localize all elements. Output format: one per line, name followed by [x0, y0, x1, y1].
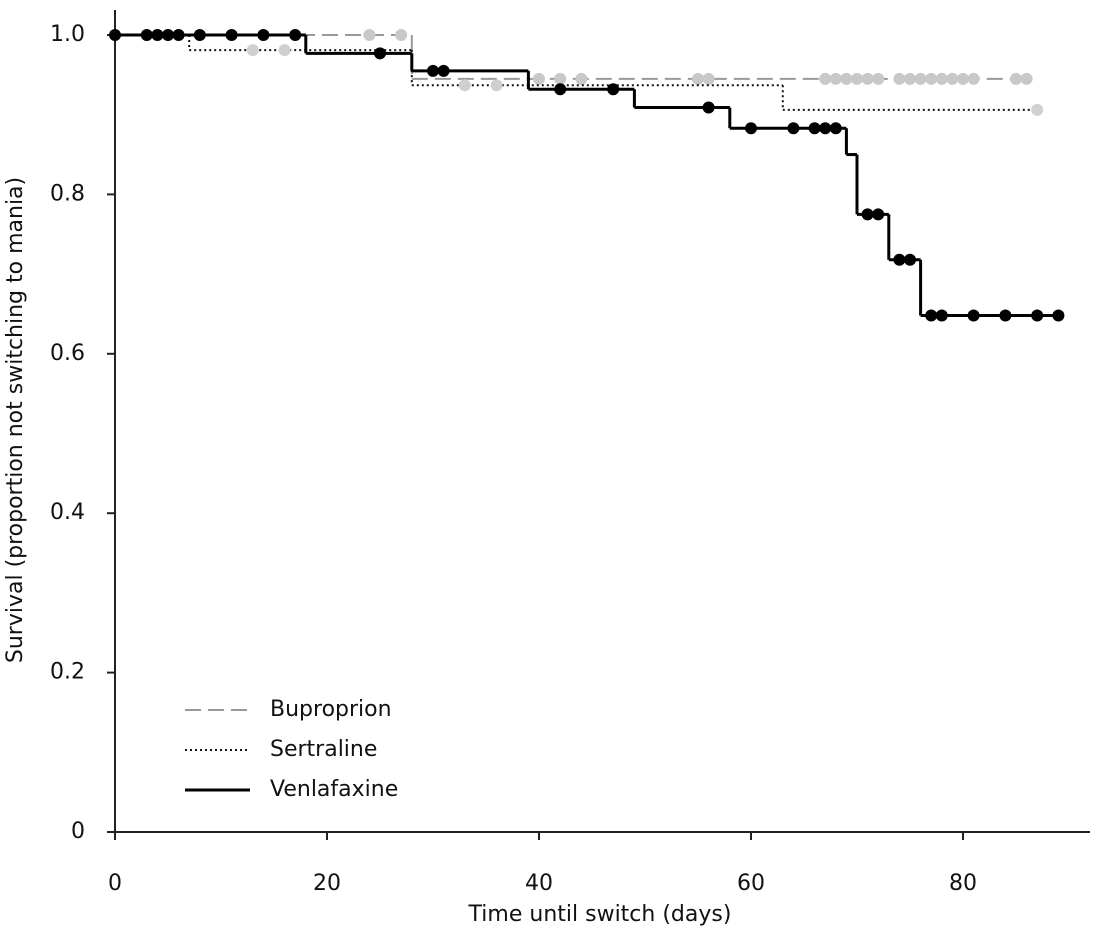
- legend-label: Buproprion: [270, 697, 392, 722]
- legend-label: Sertraline: [270, 737, 377, 762]
- censor-mark: [702, 72, 715, 85]
- censor-mark: [872, 72, 885, 85]
- censor-mark: [257, 29, 270, 41]
- censor-mark: [861, 208, 874, 221]
- censor-mark: [575, 72, 588, 85]
- censor-mark: [1052, 309, 1065, 322]
- censor-mark: [554, 72, 567, 85]
- censor-mark: [140, 29, 153, 41]
- censor-mark: [914, 72, 927, 85]
- censor-mark: [554, 83, 567, 96]
- censor-mark: [829, 122, 842, 135]
- censor-mark: [904, 72, 916, 85]
- censor-mark: [109, 29, 121, 41]
- y-tick-label: 0: [71, 819, 85, 844]
- censor-mark: [437, 64, 450, 77]
- censor-mark: [808, 122, 821, 135]
- y-axis-title: Survival (proportion not switching to ma…: [3, 177, 28, 663]
- censor-mark: [819, 72, 832, 85]
- censor-mark: [151, 29, 164, 41]
- censor-mark: [289, 29, 302, 41]
- censor-mark: [946, 72, 959, 85]
- x-tick-label: 80: [949, 871, 977, 896]
- censor-mark: [872, 208, 885, 221]
- censor-mark: [925, 72, 938, 85]
- x-axis-title: Time until switch (days): [468, 902, 732, 927]
- censor-mark: [1031, 103, 1044, 116]
- censor-mark: [893, 72, 906, 85]
- y-tick-label: 0.2: [50, 660, 85, 685]
- censor-mark: [490, 79, 503, 92]
- censor-mark: [893, 253, 906, 266]
- censor-mark: [458, 79, 471, 92]
- censor-mark: [840, 72, 853, 85]
- censor-mark: [957, 72, 969, 85]
- censor-mark: [162, 29, 174, 41]
- censor-mark: [246, 44, 259, 57]
- censor-mark: [533, 72, 545, 85]
- censor-mark: [967, 309, 980, 322]
- censor-mark: [935, 309, 948, 322]
- censor-mark: [787, 122, 800, 135]
- censor-mark: [745, 122, 757, 135]
- censor-mark: [607, 83, 620, 96]
- censor-mark: [925, 309, 938, 322]
- x-tick-label: 20: [313, 871, 341, 896]
- censor-mark: [172, 29, 185, 41]
- y-tick-label: 0.4: [50, 500, 85, 525]
- x-tick-label: 60: [737, 871, 765, 896]
- censor-mark: [851, 72, 863, 85]
- censor-mark: [702, 101, 715, 114]
- censor-mark: [819, 122, 832, 135]
- censor-mark: [861, 72, 874, 85]
- censor-mark: [829, 72, 842, 85]
- censor-mark: [374, 47, 386, 60]
- censor-mark: [278, 44, 291, 57]
- x-tick-label: 40: [525, 871, 553, 896]
- censor-mark: [904, 253, 916, 266]
- censor-mark: [1010, 72, 1022, 85]
- censor-mark: [395, 29, 408, 41]
- censor-mark: [935, 72, 948, 85]
- censor-mark: [967, 72, 980, 85]
- censor-mark: [193, 29, 206, 41]
- y-tick-label: 0.6: [50, 341, 85, 366]
- censor-mark: [692, 72, 704, 85]
- y-tick-label: 1.0: [50, 22, 85, 47]
- legend-label: Venlafaxine: [270, 777, 398, 802]
- y-tick-label: 0.8: [50, 181, 85, 206]
- censor-mark: [225, 29, 238, 41]
- censor-mark: [363, 29, 376, 41]
- censor-mark: [427, 64, 439, 77]
- censor-mark: [1020, 72, 1033, 85]
- censor-mark: [1031, 309, 1044, 322]
- x-tick-label: 0: [108, 871, 122, 896]
- censor-mark: [999, 309, 1012, 322]
